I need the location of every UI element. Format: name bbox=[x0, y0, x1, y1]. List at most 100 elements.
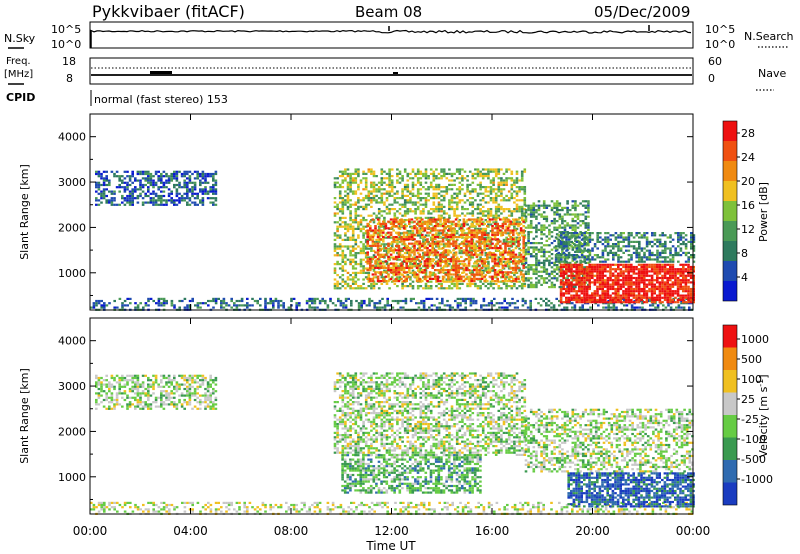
power-echo-cell bbox=[557, 251, 560, 254]
power-echo-cell bbox=[480, 275, 484, 278]
power-echo-cell bbox=[413, 273, 416, 276]
power-echo-cell bbox=[175, 183, 179, 187]
power-echo-cell bbox=[483, 264, 486, 267]
power-echo-cell bbox=[422, 172, 425, 175]
power-echo-cell bbox=[341, 245, 345, 248]
power-echo-cell bbox=[573, 306, 577, 309]
power-echo-cell bbox=[238, 304, 241, 307]
power-echo-cell bbox=[532, 248, 536, 251]
power-echo-cell bbox=[354, 274, 358, 277]
power-echo-cell bbox=[658, 251, 662, 254]
power-echo-cell bbox=[429, 181, 433, 184]
power-echo-cell bbox=[513, 197, 516, 200]
power-echo-cell bbox=[565, 234, 568, 237]
power-echo-cell bbox=[472, 297, 475, 300]
power-echo-cell bbox=[489, 256, 493, 259]
power-echo-cell bbox=[349, 177, 352, 180]
power-echo-cell bbox=[147, 194, 150, 198]
power-echo-cell bbox=[405, 260, 408, 263]
power-echo-cell bbox=[466, 190, 469, 193]
power-echo-cell bbox=[574, 286, 577, 289]
power-echo-cell bbox=[206, 181, 210, 184]
power-echo-cell bbox=[512, 222, 515, 225]
power-echo-cell bbox=[350, 302, 353, 305]
power-echo-cell bbox=[486, 264, 489, 267]
power-echo-cell bbox=[630, 234, 633, 237]
power-echo-cell bbox=[627, 236, 631, 239]
power-echo-cell bbox=[170, 304, 174, 307]
power-echo-cell bbox=[555, 233, 559, 236]
power-echo-cell bbox=[643, 260, 646, 263]
power-echo-cell bbox=[690, 238, 693, 241]
power-echo-cell bbox=[385, 172, 389, 175]
power-echo-cell bbox=[518, 186, 521, 189]
power-echo-cell bbox=[390, 190, 394, 193]
power-echo-cell bbox=[638, 306, 642, 309]
power-echo-cell bbox=[524, 242, 528, 245]
power-echo-cell bbox=[674, 249, 677, 252]
power-echo-cell bbox=[494, 201, 498, 204]
power-echo-cell bbox=[372, 232, 376, 235]
power-echo-cell bbox=[558, 213, 562, 216]
power-echo-cell bbox=[118, 186, 121, 189]
power-echo-cell bbox=[367, 256, 371, 259]
power-echo-cell bbox=[180, 175, 184, 178]
power-echo-cell bbox=[439, 269, 442, 272]
power-echo-cell bbox=[574, 215, 577, 218]
power-echo-cell bbox=[504, 249, 507, 252]
power-echo-cell bbox=[475, 222, 479, 225]
power-echo-cell bbox=[449, 258, 453, 261]
power-echo-cell bbox=[165, 203, 168, 206]
power-echo-cell bbox=[338, 236, 342, 239]
power-echo-cell bbox=[131, 192, 134, 195]
power-echo-cell bbox=[375, 201, 378, 204]
date-title: 05/Dec/2009 bbox=[594, 3, 690, 21]
power-echo-cell bbox=[435, 280, 438, 283]
power-echo-cell bbox=[424, 245, 428, 248]
power-echo-cell bbox=[350, 304, 353, 307]
power-echo-cell bbox=[493, 260, 497, 263]
power-echo-cell bbox=[573, 256, 576, 259]
power-echo-cell bbox=[523, 201, 527, 204]
power-echo-cell bbox=[416, 247, 420, 250]
power-echo-cell bbox=[170, 201, 173, 204]
power-echo-cell bbox=[587, 224, 590, 227]
power-echo-cell bbox=[349, 249, 352, 252]
power-echo-cell bbox=[557, 258, 560, 261]
power-echo-cell bbox=[640, 247, 644, 250]
power-echo-cell bbox=[366, 253, 369, 256]
power-echo-cell bbox=[442, 287, 446, 290]
power-echo-cell bbox=[380, 177, 384, 180]
power-echo-cell bbox=[246, 304, 249, 307]
power-echo-cell bbox=[553, 268, 556, 271]
power-echo-cell bbox=[501, 266, 505, 269]
power-echo-cell bbox=[401, 177, 404, 180]
power-echo-cell bbox=[471, 256, 475, 259]
power-echo-cell bbox=[201, 203, 205, 206]
power-echo-cell bbox=[499, 225, 502, 228]
power-echo-cell bbox=[359, 260, 363, 263]
power-echo-cell bbox=[366, 240, 369, 243]
power-echo-cell bbox=[474, 302, 478, 305]
power-echo-cell bbox=[559, 268, 563, 271]
power-echo-cell bbox=[499, 218, 502, 221]
power-echo-cell bbox=[540, 242, 543, 245]
power-echo-cell bbox=[488, 244, 492, 247]
power-echo-cell bbox=[617, 258, 620, 261]
power-echo-cell bbox=[175, 188, 179, 191]
power-echo-cell bbox=[233, 304, 236, 307]
power-echo-cell bbox=[444, 218, 447, 221]
power-echo-cell bbox=[162, 297, 166, 300]
power-echo-cell bbox=[517, 262, 520, 265]
power-echo-cell bbox=[465, 253, 468, 256]
power-echo-cell bbox=[550, 281, 554, 284]
power-echo-cell bbox=[481, 221, 485, 224]
power-echo-cell bbox=[643, 232, 646, 235]
power-echo-cell bbox=[360, 302, 363, 305]
power-echo-region bbox=[554, 232, 696, 263]
power-echo-cell bbox=[406, 199, 410, 202]
power-echo-cell bbox=[454, 222, 458, 225]
power-echo-cell bbox=[619, 232, 623, 235]
power-echo-cell bbox=[460, 247, 463, 250]
power-echo-cell bbox=[408, 260, 411, 263]
